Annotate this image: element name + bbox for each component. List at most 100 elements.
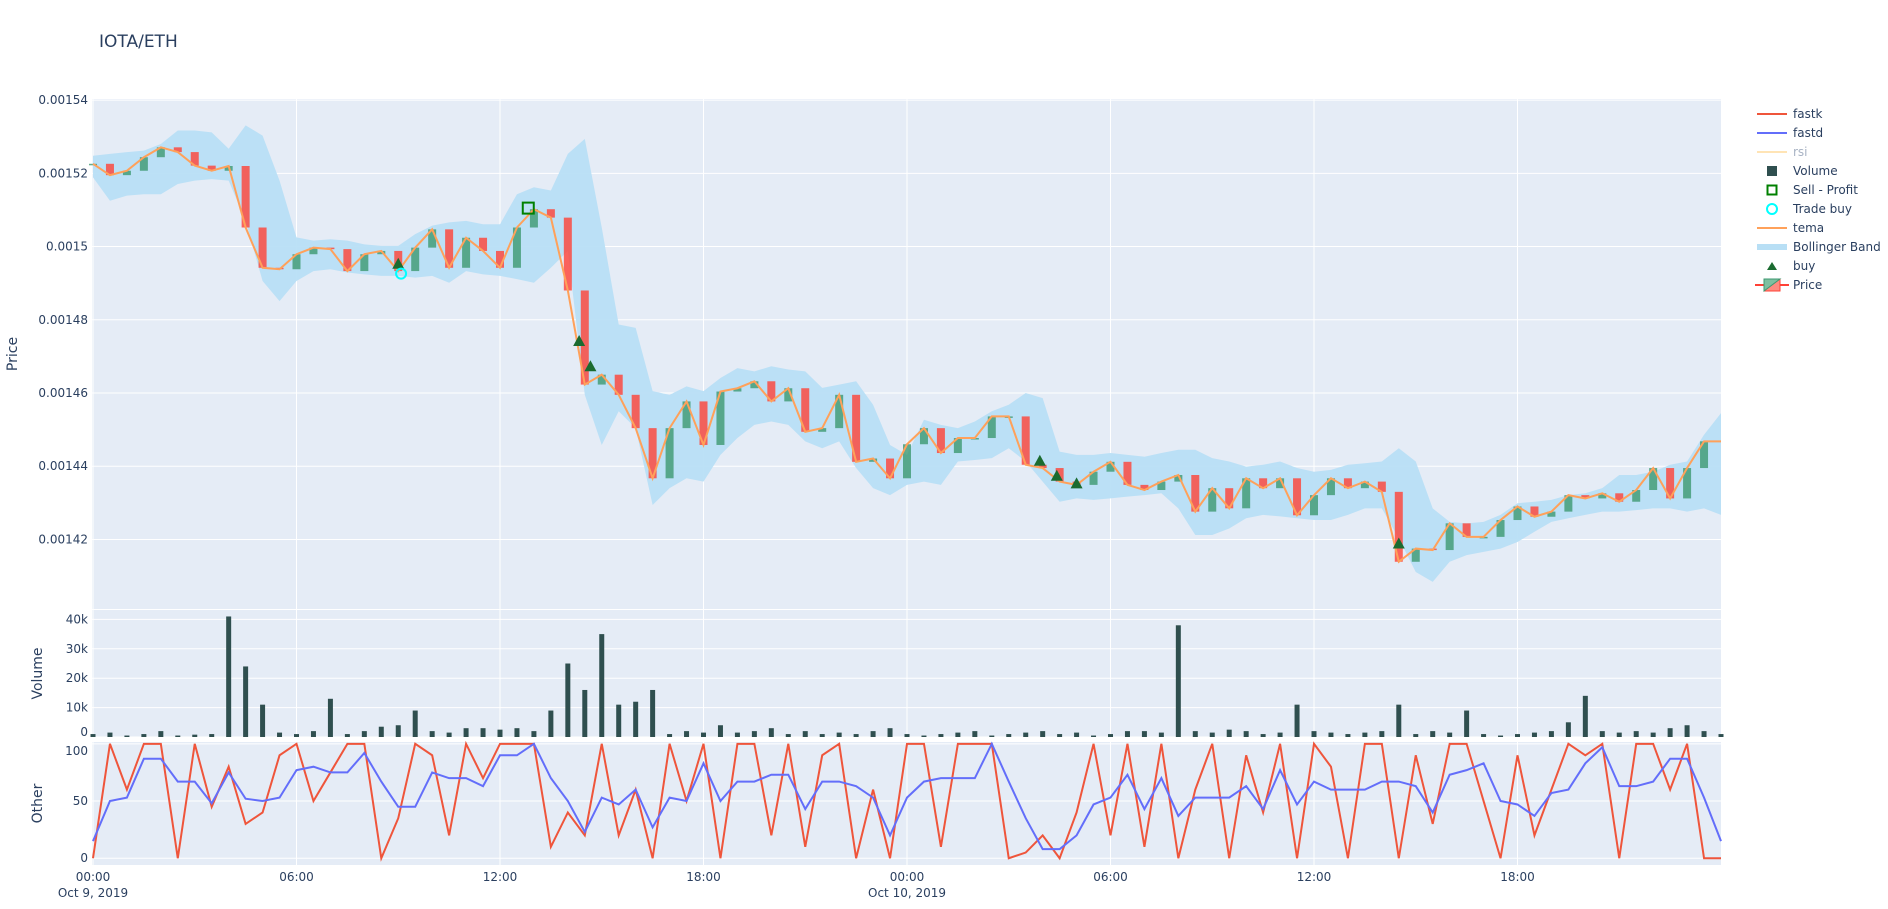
volume-bar [1192,731,1198,737]
volume-bar [344,734,350,737]
candle [1377,481,1386,492]
candle [750,381,759,389]
x-tick-label: 06:00 [279,870,314,884]
candle [1513,506,1522,521]
candle [1055,468,1064,482]
candle [563,217,572,291]
candle [1683,468,1692,499]
legend-item-trade-buy[interactable]: Trade buy [1752,199,1881,218]
x-tick-label: 06:00 [1093,870,1128,884]
x-tick-label: 18:00 [1500,870,1535,884]
trade-buy-marker [395,267,408,280]
legend-item-price[interactable]: Price [1752,275,1881,294]
candle [1649,468,1658,491]
price-y-tick-label: 0.00154 [38,93,88,107]
buy-marker [1070,477,1083,489]
candle [1496,520,1505,537]
legend: fastk fastd rsi Volume Sell - Profit Trade bu… [1752,104,1881,294]
candle [852,394,861,462]
volume-y-tick-label: 40k [66,612,88,626]
chart-title: IOTA/ETH [99,32,178,52]
legend-item-bollinger-band[interactable]: Bollinger Band [1752,237,1881,256]
candle [1615,493,1624,502]
legend-square-open-icon [1766,184,1778,195]
volume-bar [1379,731,1385,737]
volume-bar [650,689,656,737]
price-y-tick-label: 0.00142 [38,532,88,546]
candle [512,227,521,268]
price-axis-title: Price [5,337,21,371]
legend-item-fastd[interactable]: fastd [1752,123,1881,142]
x-tick-label: 12:00 [483,870,518,884]
volume-bar [1124,731,1130,737]
candle [869,458,878,462]
candle [411,247,420,272]
volume-bar [1057,734,1063,737]
other-panel[interactable] [92,740,1722,862]
volume-bar [1226,729,1232,737]
candle [716,391,725,445]
fastd-line [92,741,1722,851]
legend-item-buy[interactable]: buy [1752,256,1881,275]
volume-bar [480,728,486,737]
candle [1140,484,1149,491]
candle [1700,441,1709,469]
volume-bar [1362,732,1368,737]
volume-bar [870,731,876,737]
tema-line [92,146,1721,564]
legend-item-tema[interactable]: tema [1752,218,1881,237]
volume-bar [1294,704,1300,737]
volume-bar [768,728,774,737]
legend-line-icon [1757,150,1787,153]
volume-bar [548,710,554,737]
legend-label: tema [1793,220,1825,235]
volume-bar [378,726,384,737]
legend-item-rsi[interactable]: rsi [1752,142,1881,161]
volume-bar [1345,734,1351,737]
candle [377,250,386,255]
x-tick-date-label: Oct 10, 2019 [868,886,946,900]
candle [1242,478,1251,509]
volume-panel[interactable] [90,616,1724,737]
volume-bar [294,734,299,737]
volume-bar [1091,735,1097,737]
candle [428,229,437,248]
volume-bar [90,734,96,737]
volume-bar [497,729,503,737]
candle [1276,478,1285,489]
volume-bar [107,732,113,737]
candle [1293,478,1302,516]
volume-y-tick-label: 20k [66,671,88,685]
other-y-tick-label: 100 [65,744,88,758]
volume-bar [243,666,249,737]
candle [597,374,606,385]
volume-bar [124,735,130,737]
volume-axis-title: Volume [30,647,46,699]
candle [529,209,538,228]
candle [343,249,352,272]
candle [190,152,199,166]
volume-bar [921,735,927,737]
volume-bar [1565,722,1571,737]
legend-triangle-up-icon [1767,261,1777,270]
legend-item-sell-profit[interactable]: Sell - Profit [1752,180,1881,199]
candle [1259,478,1268,489]
bollinger-band [93,125,1721,582]
price-panel[interactable] [89,125,1721,582]
legend-label: rsi [1793,144,1808,159]
volume-bar [226,616,232,737]
legend-item-fastk[interactable]: fastk [1752,104,1881,123]
candle [682,401,691,429]
candle [699,401,708,445]
sell-profit-marker [521,201,535,215]
volume-bar [1006,734,1012,737]
volume-bar [446,732,452,737]
candle [1191,475,1200,512]
volume-bar [327,698,333,737]
volume-bar [972,731,978,737]
candle [1394,491,1403,562]
volume-bar [1548,731,1554,737]
buy-marker [392,257,405,269]
legend-item-volume[interactable]: Volume [1752,161,1881,180]
fastk-line [92,740,1721,862]
